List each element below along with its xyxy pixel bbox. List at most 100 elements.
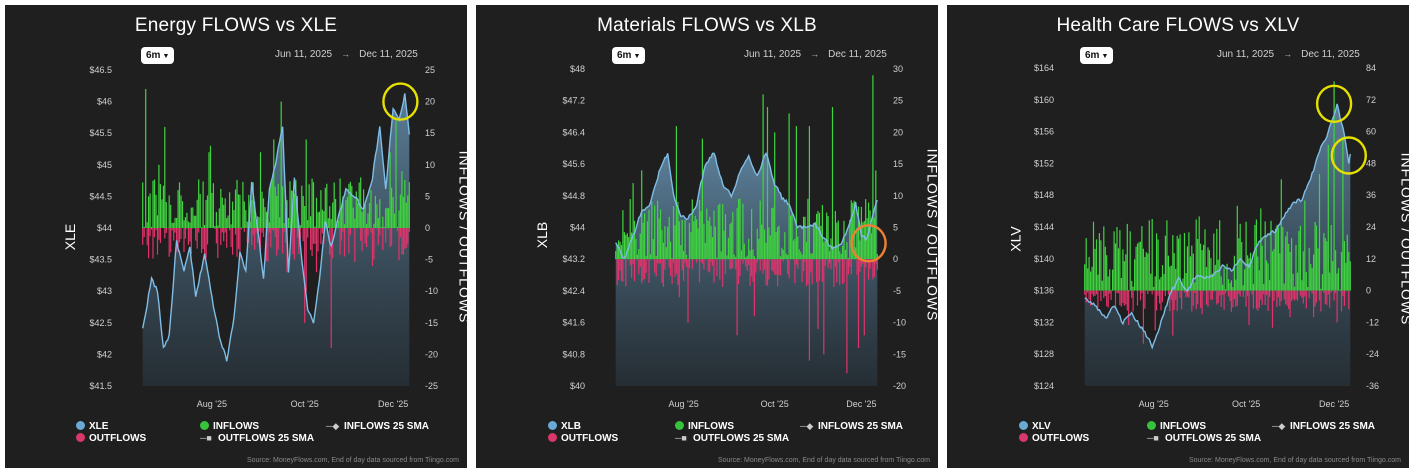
legend-outflows[interactable]: OUTFLOWS [1019, 433, 1089, 444]
outflow-bar [232, 228, 234, 255]
inflow-bar [876, 254, 878, 260]
inflow-bar [218, 208, 220, 228]
inflow-bar [807, 198, 809, 260]
inflow-bar [714, 226, 716, 260]
outflow-bar [781, 259, 783, 260]
inflow-bar [803, 216, 805, 260]
inflow-bar [649, 254, 651, 260]
inflow-bar [174, 217, 176, 228]
right-axis-tick: 10 [425, 160, 435, 170]
inflow-bar [361, 211, 363, 228]
inflow-bar [324, 187, 326, 228]
outflow-bar [678, 259, 680, 298]
inflow-bar [775, 231, 777, 260]
outflow-bar [164, 228, 166, 239]
inflow-bar [153, 179, 156, 228]
date-end[interactable]: Dec 11, 2025 [828, 49, 887, 60]
inflow-bar [211, 192, 213, 228]
inflow-bar [665, 247, 667, 260]
legend-outflows[interactable]: OUTFLOWS [548, 433, 618, 444]
inflow-bar [205, 200, 207, 228]
legend-outflows-sma[interactable]: ─■ OUTFLOWS 25 SMA [1147, 433, 1261, 444]
inflow-bar [335, 199, 337, 228]
legend-price[interactable]: XLE [76, 421, 108, 432]
outflow-bar [223, 228, 225, 242]
inflow-bar [729, 224, 731, 260]
range-selector[interactable]: 6m ▼ [612, 47, 646, 64]
inflow-bar [1346, 234, 1348, 291]
range-selector[interactable]: 6m ▼ [1080, 47, 1114, 64]
legend-inflows[interactable]: INFLOWS [200, 421, 259, 432]
outflow-bar [698, 259, 701, 283]
legend-price[interactable]: XLB [548, 421, 581, 432]
outflow-bar [1119, 290, 1121, 306]
left-axis-tick: $42.5 [89, 318, 112, 328]
inflow-bar [764, 229, 766, 260]
legend-inflows-sma[interactable]: ─◆ INFLOWS 25 SMA [1272, 421, 1375, 432]
left-axis-tick: $42 [97, 349, 112, 359]
outflow-bar [239, 228, 241, 259]
date-start[interactable]: Jun 11, 2025 [1217, 49, 1275, 60]
outflow-bar [1343, 290, 1345, 306]
outflow-bar [317, 228, 319, 252]
outflow-bar [795, 259, 797, 265]
inflow-bar [738, 199, 740, 260]
outflow-bar [1291, 290, 1293, 301]
outflow-bar [277, 228, 279, 250]
right-axis-tick: 20 [425, 97, 435, 107]
legend-outflows-sma[interactable]: ─■ OUTFLOWS 25 SMA [675, 433, 789, 444]
inflow-bar [246, 221, 248, 228]
date-start[interactable]: Jun 11, 2025 [744, 49, 802, 60]
outflow-bar [258, 228, 260, 232]
inflow-bar [1226, 263, 1228, 291]
outflow-bar [1164, 290, 1166, 297]
outflow-bar [1276, 290, 1278, 307]
inflow-bar [1216, 228, 1218, 291]
inflow-bar [270, 182, 272, 228]
outflow-bar [655, 259, 657, 277]
legend-outflows[interactable]: OUTFLOWS [76, 433, 146, 444]
outflow-bar [805, 259, 808, 286]
legend-inflows[interactable]: INFLOWS [675, 421, 734, 432]
inflow-bar [257, 216, 259, 228]
inflow-bar [749, 250, 751, 260]
inflow-bar [700, 211, 702, 260]
inflow-bar [690, 232, 692, 260]
outflow-bar [217, 228, 219, 258]
date-start[interactable]: Jun 11, 2025 [275, 49, 333, 60]
outflow-bar [192, 228, 194, 229]
legend-inflows[interactable]: INFLOWS [1147, 421, 1206, 432]
date-end[interactable]: Dec 11, 2025 [1301, 49, 1360, 60]
outflow-bar [675, 259, 677, 274]
inflow-bar [811, 253, 813, 260]
outflow-bar [404, 228, 406, 249]
legend-inflows-sma[interactable]: ─◆ INFLOWS 25 SMA [800, 421, 903, 432]
inflow-bar [1229, 283, 1231, 291]
legend-inflows-sma-label: INFLOWS 25 SMA [344, 421, 430, 432]
inflow-bar [740, 250, 742, 260]
inflow-bar [1116, 227, 1118, 291]
left-axis-tick: $44 [97, 223, 112, 233]
inflow-bar [338, 220, 340, 228]
outflow-bar [685, 259, 688, 267]
range-selector[interactable]: 6m ▼ [141, 47, 175, 64]
range-label: 6m [146, 50, 161, 61]
inflow-bar [1131, 280, 1133, 291]
outflow-bar [340, 228, 343, 241]
legend-outflows-sma[interactable]: ─■ OUTFLOWS 25 SMA [200, 433, 314, 444]
inflow-bar [376, 204, 378, 228]
source-note: Source: MoneyFlows.com, End of day data … [1188, 457, 1401, 464]
legend-inflows-sma[interactable]: ─◆ INFLOWS 25 SMA [326, 421, 429, 432]
inflow-bar [1092, 221, 1095, 291]
outflow-bar [1304, 290, 1306, 297]
inflow-bar [1113, 231, 1115, 291]
date-end[interactable]: Dec 11, 2025 [359, 49, 418, 60]
inflow-bar [648, 209, 650, 260]
outflow-bar [1170, 290, 1172, 300]
outflow-bar [1104, 290, 1106, 296]
inflow-bar [164, 126, 166, 228]
legend-price[interactable]: XLV [1019, 421, 1051, 432]
inflow-bar [206, 195, 209, 228]
sma-marker-icon: ─■ [200, 433, 212, 443]
inflow-bar [1186, 246, 1188, 291]
